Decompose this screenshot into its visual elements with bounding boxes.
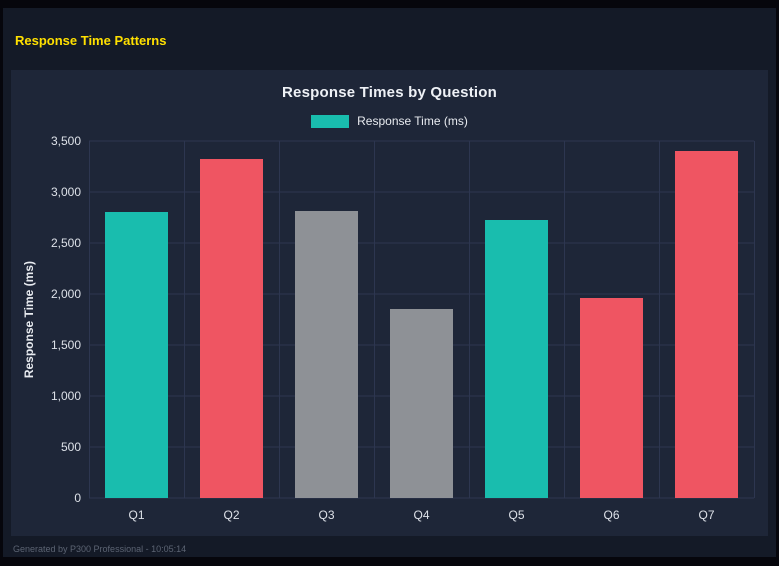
bar-q2[interactable]	[199, 159, 264, 498]
bar-column-q3	[279, 141, 374, 498]
bar-column-q6	[564, 141, 659, 498]
y-tick-label: 1,000	[50, 389, 81, 403]
y-tick-label: 3,000	[50, 185, 81, 199]
y-tick-label: 3,500	[50, 134, 81, 148]
bar-column-q4	[374, 141, 469, 498]
y-tick-label: 1,500	[50, 338, 81, 352]
bar-column-q7	[659, 141, 754, 498]
bar-q3[interactable]	[294, 211, 359, 498]
v-gridline	[279, 141, 280, 498]
page-background: Response Time Patterns Response Times by…	[3, 8, 776, 557]
v-gridline	[469, 141, 470, 498]
y-tick-label: 2,000	[50, 287, 81, 301]
v-gridline	[89, 141, 90, 498]
bar-q5[interactable]	[484, 219, 549, 498]
bar-column-q5	[469, 141, 564, 498]
v-gridline	[659, 141, 660, 498]
bar-q7[interactable]	[674, 151, 739, 498]
footer-text: Generated by P300 Professional - 10:05:1…	[13, 544, 187, 554]
y-tick-label: 500	[60, 440, 81, 454]
v-gridline	[184, 141, 185, 498]
h-gridline	[89, 140, 754, 142]
y-tick-label: 2,500	[50, 236, 81, 250]
x-axis-labels: Q1 Q2 Q3 Q4 Q5 Q6 Q7	[89, 508, 754, 522]
legend-swatch	[311, 114, 350, 128]
legend-label: Response Time (ms)	[357, 114, 468, 128]
bar-q1[interactable]	[104, 212, 169, 498]
h-gridline	[89, 242, 754, 244]
bar-q4[interactable]	[389, 309, 454, 498]
page-title: Response Time Patterns	[15, 33, 167, 48]
bar-column-q1	[89, 141, 184, 498]
v-gridline	[754, 141, 755, 498]
x-tick-label-q4: Q4	[413, 508, 430, 522]
x-tick-label-q3: Q3	[318, 508, 335, 522]
h-gridline	[89, 191, 754, 193]
y-axis-labels: 0 500 1,000 1,500 2,000 2,500 3,000 3,500	[47, 134, 89, 505]
x-tick-label-q1: Q1	[128, 508, 145, 522]
plot-area	[89, 140, 755, 499]
bar-q6[interactable]	[579, 298, 644, 498]
h-gridline	[89, 293, 754, 295]
x-tick-label-q5: Q5	[508, 508, 525, 522]
chart-title: Response Times by Question	[282, 84, 497, 101]
chart-panel: Response Times by Question Response Time…	[11, 70, 768, 536]
bar-column-q2	[184, 141, 279, 498]
legend-item-response-time[interactable]: Response Time (ms)	[311, 114, 468, 128]
v-gridline	[374, 141, 375, 498]
x-tick-label-q2: Q2	[223, 508, 240, 522]
v-gridline	[564, 141, 565, 498]
h-gridline	[89, 497, 754, 499]
bars-container	[89, 141, 754, 498]
chart-body: Response Time (ms) 0 500 1,000 1,500 2,000 2,…	[11, 134, 768, 505]
y-tick-label: 0	[74, 491, 81, 505]
x-tick-label-q7: Q7	[698, 508, 715, 522]
x-tick-label-q6: Q6	[603, 508, 620, 522]
chart-legend: Response Time (ms)	[11, 114, 768, 128]
y-axis-title: Response Time (ms)	[22, 260, 36, 379]
